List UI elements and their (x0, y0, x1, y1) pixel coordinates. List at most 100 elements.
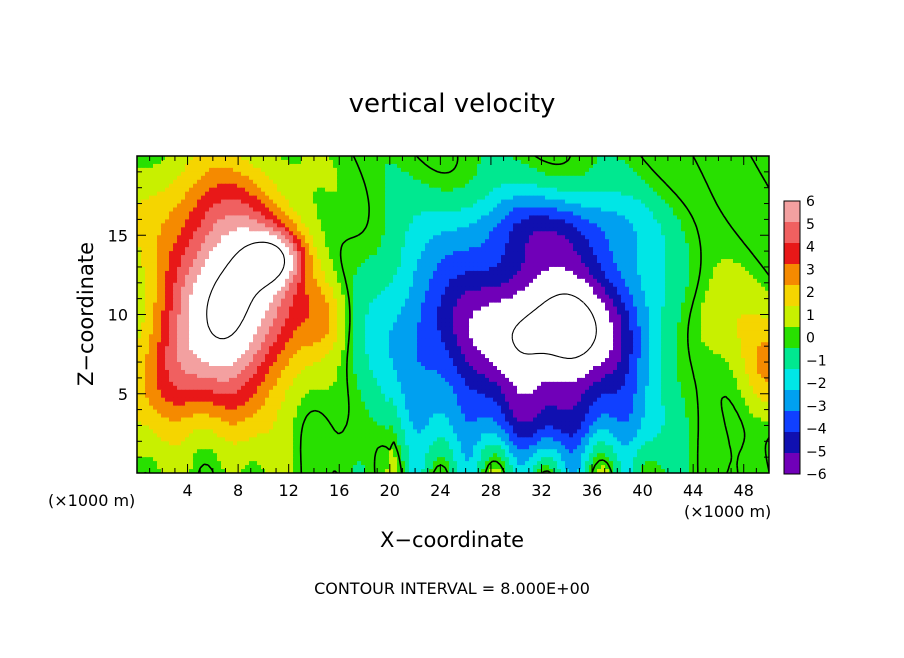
field-cell (657, 227, 662, 232)
field-cell (349, 156, 354, 161)
field-cell (281, 243, 286, 248)
field-cell (733, 175, 738, 181)
field-cell (601, 163, 606, 169)
field-cell (649, 203, 654, 209)
field-cell (165, 278, 170, 284)
field-cell (265, 211, 270, 217)
field-cell (733, 243, 738, 248)
field-cell (473, 171, 478, 177)
field-cell (645, 235, 650, 240)
field-cell (697, 199, 702, 205)
field-cell (445, 255, 450, 260)
field-cell (357, 179, 362, 185)
field-cell (297, 195, 302, 201)
field-cell (293, 159, 298, 165)
field-cell (685, 223, 690, 228)
field-cell (513, 199, 518, 205)
field-cell (197, 199, 202, 205)
field-cell (477, 266, 482, 272)
field-cell (373, 156, 378, 161)
field-cell (477, 191, 482, 197)
field-cell (441, 270, 446, 276)
field-cell (745, 167, 750, 173)
field-cell (297, 270, 302, 276)
field-cell (701, 163, 706, 169)
field-cell (401, 247, 406, 252)
field-cell (329, 207, 334, 213)
field-cell (357, 247, 362, 252)
field-cell (337, 278, 342, 284)
field-cell (353, 255, 358, 260)
field-cell (561, 211, 566, 217)
field-cell (253, 215, 258, 220)
field-cell (385, 274, 390, 280)
field-cell (253, 195, 258, 201)
field-cell (737, 255, 742, 260)
field-cell (629, 191, 634, 197)
field-cell (765, 262, 769, 268)
field-cell (393, 156, 398, 161)
field-cell (165, 191, 170, 197)
field-cell (513, 163, 518, 169)
field-cell (357, 203, 362, 209)
field-cell (609, 163, 614, 169)
field-cell (477, 159, 482, 165)
field-cell (293, 239, 298, 244)
field-cell (325, 179, 330, 185)
field-cell (213, 171, 218, 177)
field-cell (161, 211, 166, 217)
field-cell (381, 274, 386, 280)
field-cell (677, 223, 682, 228)
field-cell (485, 235, 490, 240)
field-cell (365, 211, 370, 217)
field-cell (693, 239, 698, 244)
field-cell (217, 159, 222, 165)
field-cell (325, 195, 330, 201)
field-cell (273, 251, 278, 256)
field-cell (349, 171, 354, 177)
field-cell (253, 191, 258, 197)
field-cell (273, 211, 278, 217)
field-cell (677, 187, 682, 193)
field-cell (381, 163, 386, 169)
field-cell (177, 199, 182, 205)
field-cell (485, 223, 490, 228)
field-cell (177, 255, 182, 260)
field-cell (709, 251, 714, 256)
field-cell (205, 175, 210, 181)
field-cell (157, 247, 162, 252)
field-cell (145, 215, 150, 220)
field-cell (145, 159, 150, 165)
field-cell (141, 239, 146, 244)
field-cell (369, 171, 374, 177)
field-cell (689, 239, 694, 244)
field-cell (701, 207, 706, 213)
field-cell (649, 163, 654, 169)
field-cell (149, 251, 154, 256)
field-cell (637, 199, 642, 205)
field-cell (757, 239, 762, 244)
field-cell (765, 175, 769, 181)
field-cell (381, 239, 386, 244)
field-cell (721, 270, 726, 276)
field-cell (761, 191, 766, 197)
field-cell (585, 227, 590, 232)
field-cell (513, 171, 518, 177)
field-cell (285, 231, 290, 236)
field-cell (277, 235, 282, 240)
field-cell (369, 274, 374, 280)
field-cell (361, 183, 366, 189)
field-cell (385, 191, 390, 197)
field-cell (221, 171, 226, 177)
field-cell (273, 239, 278, 244)
field-cell (577, 239, 582, 244)
field-cell (741, 251, 746, 256)
field-cell (505, 167, 510, 173)
field-cell (513, 227, 518, 232)
field-cell (437, 274, 442, 280)
field-cell (517, 255, 522, 260)
field-cell (309, 231, 314, 236)
field-cell (677, 156, 682, 161)
field-cell (417, 207, 422, 213)
field-cell (233, 219, 238, 224)
